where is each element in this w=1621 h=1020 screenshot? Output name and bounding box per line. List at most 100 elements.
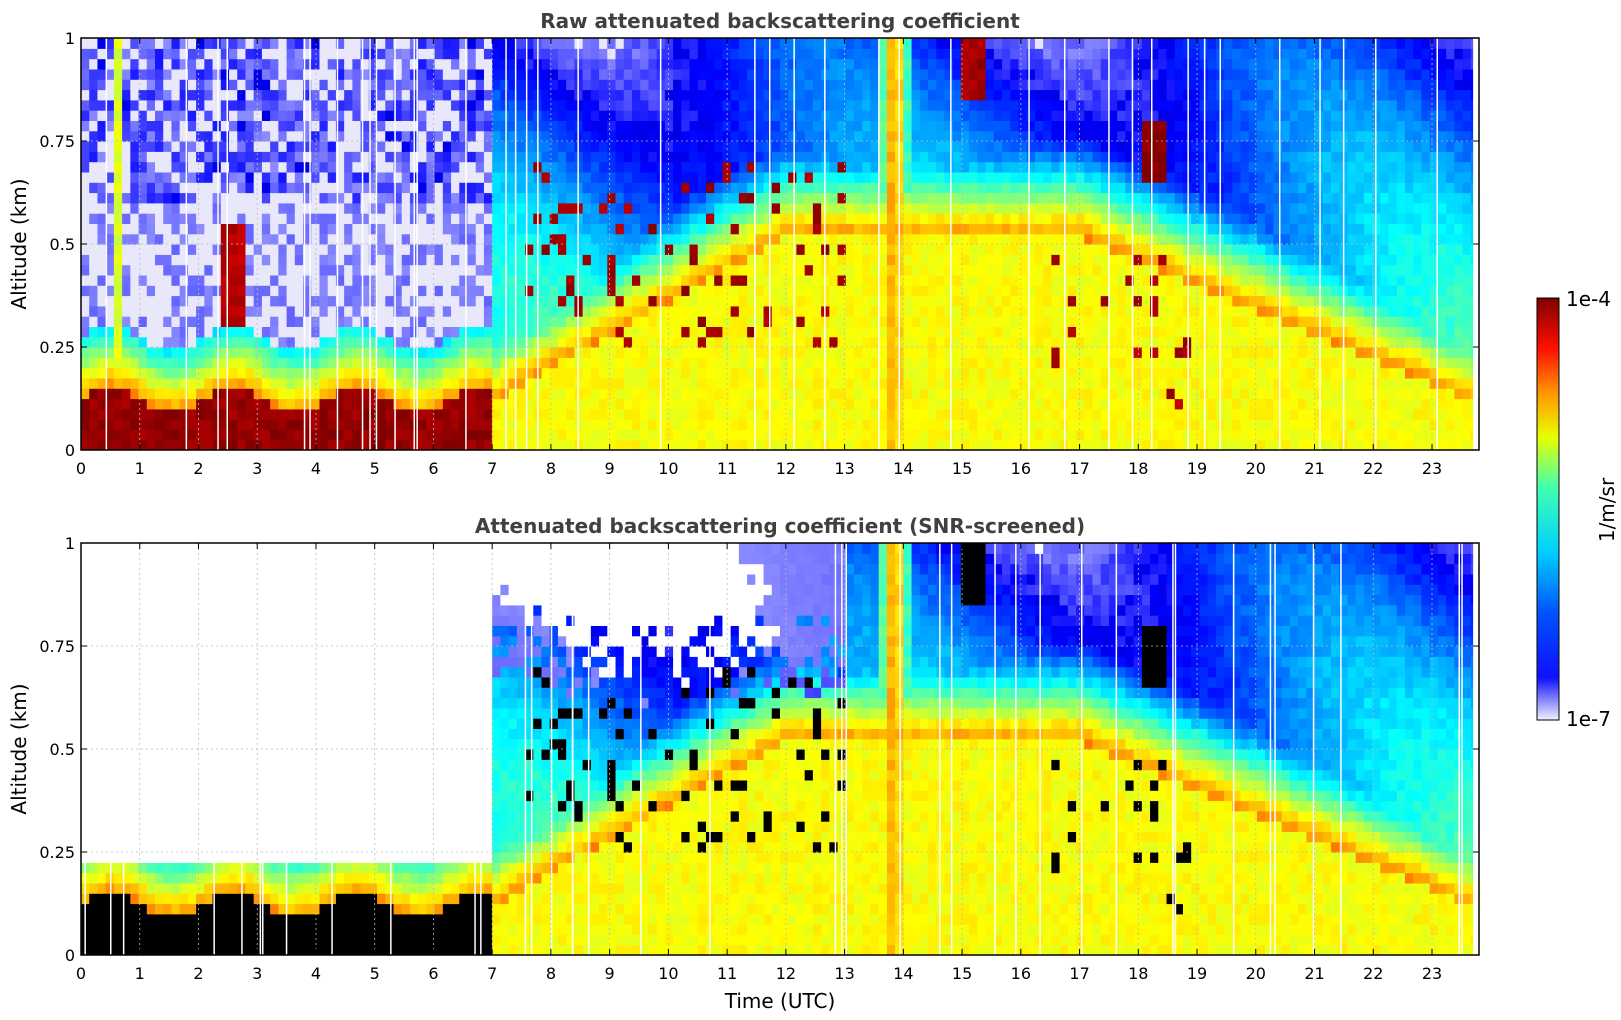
heat-cell bbox=[928, 38, 937, 49]
heat-cell bbox=[89, 99, 99, 111]
heat-cell bbox=[270, 99, 279, 111]
heat-cell bbox=[146, 99, 156, 111]
heat-cell bbox=[549, 264, 559, 276]
heat-cell bbox=[648, 58, 658, 70]
heat-cell bbox=[812, 213, 822, 224]
heat-cell bbox=[1051, 244, 1061, 255]
heat-cell bbox=[385, 419, 395, 430]
heat-cell bbox=[171, 347, 181, 358]
heat-cell bbox=[237, 326, 247, 338]
heat-cell bbox=[204, 213, 214, 224]
heat-cell bbox=[179, 295, 189, 307]
heat-cell bbox=[426, 110, 436, 121]
heat-cell bbox=[122, 38, 131, 49]
heat-cell bbox=[122, 429, 131, 441]
heat-cell bbox=[607, 377, 617, 389]
heat-cell bbox=[122, 213, 131, 224]
heat-cell bbox=[664, 336, 674, 348]
heat-cell bbox=[615, 89, 625, 101]
heat-cell bbox=[960, 202, 970, 214]
heat-cell bbox=[368, 130, 378, 142]
heat-cell bbox=[130, 347, 140, 358]
heat-cell bbox=[557, 141, 567, 152]
heat-cell bbox=[245, 68, 255, 80]
heat-cell bbox=[155, 264, 164, 276]
heat-cell bbox=[335, 233, 345, 245]
heat-cell bbox=[714, 367, 724, 379]
heat-cell bbox=[1076, 388, 1085, 400]
heat-cell bbox=[525, 305, 534, 317]
heat-cell bbox=[220, 408, 230, 420]
heat-cell bbox=[319, 68, 329, 80]
heat-cell bbox=[220, 244, 230, 255]
heat-cell bbox=[138, 398, 148, 410]
heat-cell bbox=[755, 305, 765, 317]
heat-cell bbox=[648, 439, 658, 450]
heat-cell bbox=[804, 171, 814, 183]
heat-cell bbox=[492, 171, 501, 183]
heat-cell bbox=[557, 347, 567, 358]
heat-cell bbox=[459, 347, 469, 358]
heat-cell bbox=[1084, 398, 1094, 410]
heat-cell bbox=[615, 295, 625, 307]
heat-cell bbox=[870, 429, 880, 441]
heat-cell bbox=[911, 233, 921, 245]
heat-cell bbox=[475, 120, 485, 132]
heat-cell bbox=[969, 68, 978, 80]
heat-cell bbox=[829, 161, 839, 173]
heat-cell bbox=[163, 316, 173, 327]
heat-cell bbox=[138, 141, 148, 152]
heat-cell bbox=[903, 171, 913, 183]
heat-cell bbox=[426, 182, 436, 194]
heat-cell bbox=[919, 213, 929, 224]
heat-cell bbox=[360, 429, 370, 441]
heat-cell bbox=[1092, 171, 1102, 183]
heat-cell bbox=[977, 110, 987, 121]
heat-cell bbox=[722, 192, 732, 204]
heat-cell bbox=[1043, 398, 1052, 410]
heat-cell bbox=[483, 58, 493, 70]
heat-cell bbox=[755, 130, 765, 142]
heat-cell bbox=[319, 130, 329, 142]
heat-cell bbox=[985, 110, 995, 121]
heat-cell bbox=[788, 326, 798, 338]
heat-cell bbox=[179, 274, 189, 286]
heat-cell bbox=[738, 398, 748, 410]
heat-cell bbox=[681, 38, 691, 49]
heat-cell bbox=[500, 192, 510, 204]
heat-cell bbox=[936, 48, 946, 60]
heat-cell bbox=[969, 367, 978, 379]
heat-cell bbox=[640, 79, 650, 91]
heat-cell bbox=[689, 171, 699, 183]
heat-cell bbox=[122, 336, 131, 348]
heat-cell bbox=[1100, 295, 1110, 307]
heat-cell bbox=[566, 38, 576, 49]
heat-cell bbox=[294, 99, 304, 111]
heat-cell bbox=[368, 171, 378, 183]
heat-cell bbox=[1051, 264, 1061, 276]
heat-cell bbox=[303, 213, 312, 224]
heat-cell bbox=[747, 38, 756, 49]
heat-cell bbox=[105, 347, 115, 358]
heat-cell bbox=[919, 58, 929, 70]
heat-cell bbox=[138, 254, 148, 266]
heat-cell bbox=[549, 48, 559, 60]
heat-cell bbox=[179, 141, 189, 152]
heat-cell bbox=[862, 38, 872, 49]
heat-cell bbox=[714, 223, 724, 235]
heat-cell bbox=[829, 377, 839, 389]
heat-cell bbox=[327, 233, 337, 245]
heat-cell bbox=[837, 48, 847, 60]
heat-cell bbox=[673, 182, 682, 194]
heat-cell bbox=[607, 79, 617, 91]
heat-cell bbox=[467, 120, 477, 132]
heat-cell bbox=[1010, 316, 1020, 327]
heat-cell bbox=[525, 377, 534, 389]
heat-cell bbox=[829, 223, 839, 235]
heat-cell bbox=[837, 295, 847, 307]
heat-cell bbox=[697, 223, 707, 235]
heat-cell bbox=[780, 38, 789, 49]
heat-cell bbox=[1051, 223, 1061, 235]
heat-cell bbox=[245, 58, 255, 70]
heat-cell bbox=[1092, 233, 1102, 245]
